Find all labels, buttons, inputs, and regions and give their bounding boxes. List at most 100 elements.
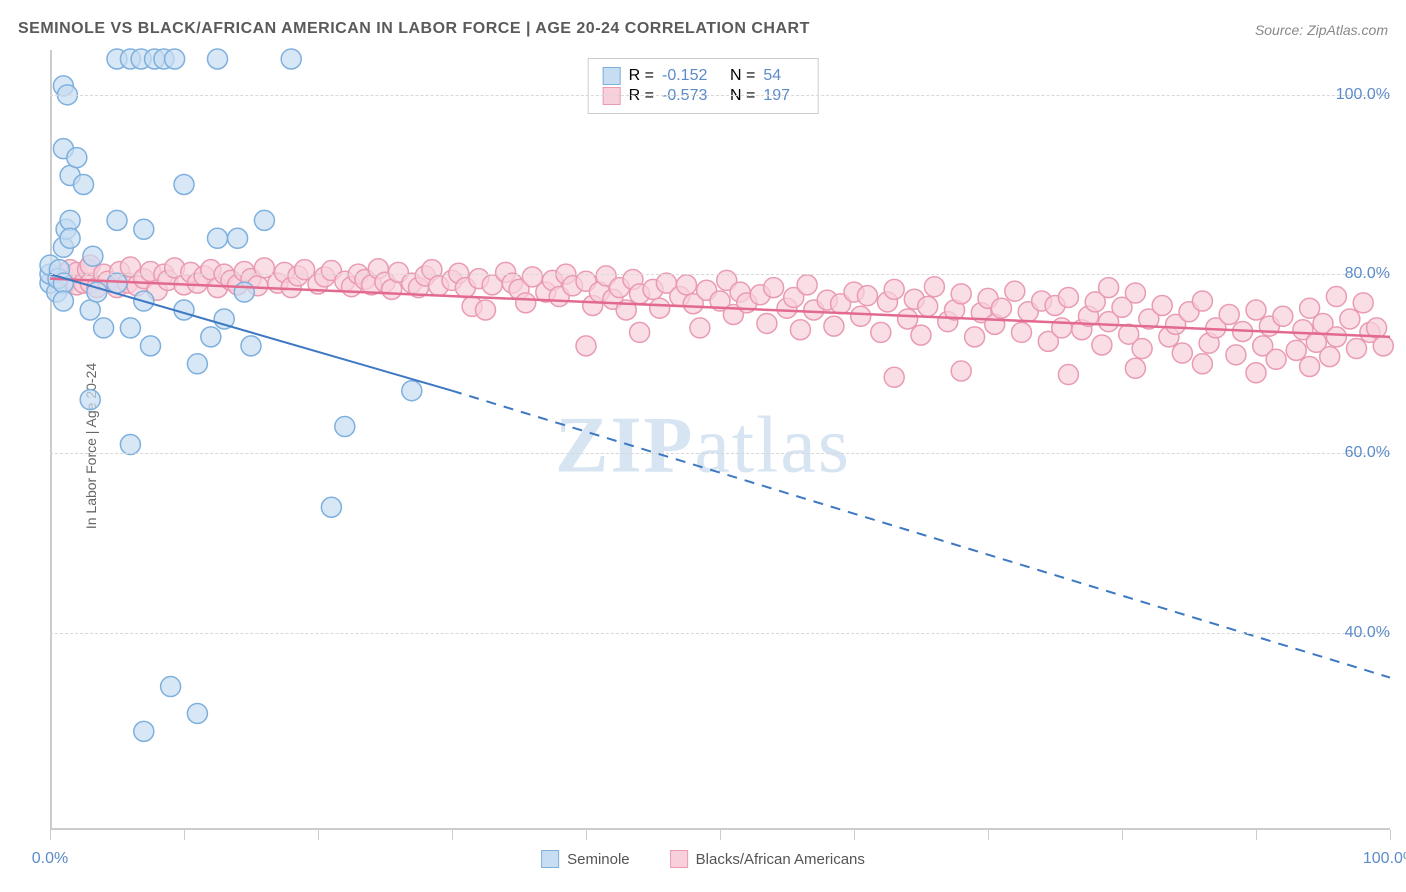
scatter-point (677, 275, 697, 295)
x-tick (1256, 830, 1257, 840)
scatter-point (951, 361, 971, 381)
scatter-point (165, 49, 185, 69)
swatch-black-bottom (670, 850, 688, 868)
gridline-h (50, 633, 1390, 634)
scatter-point (797, 275, 817, 295)
scatter-point (1125, 283, 1145, 303)
r-label: R = (629, 67, 654, 85)
scatter-point (1320, 347, 1340, 367)
y-tick-label: 40.0% (1345, 624, 1390, 642)
scatter-point (141, 336, 161, 356)
scatter-point (630, 322, 650, 342)
scatter-point (161, 677, 181, 697)
scatter-point (871, 322, 891, 342)
y-tick-label: 60.0% (1345, 444, 1390, 462)
scatter-point (1273, 306, 1293, 326)
scatter-point (857, 286, 877, 306)
scatter-point (1246, 363, 1266, 383)
scatter-point (80, 390, 100, 410)
seminole-r-value: -0.152 (662, 67, 722, 85)
gridline-h (50, 274, 1390, 275)
scatter-point (824, 316, 844, 336)
scatter-point (208, 49, 228, 69)
black-r-value: -0.573 (662, 87, 722, 105)
scatter-point (1300, 356, 1320, 376)
scatter-point (321, 497, 341, 517)
black-label: Blacks/African Americans (696, 851, 865, 868)
scatter-point (228, 228, 248, 248)
scatter-point (94, 318, 114, 338)
scatter-point (1099, 278, 1119, 298)
x-tick (50, 830, 51, 840)
scatter-point (764, 278, 784, 298)
scatter-point (1132, 339, 1152, 359)
scatter-point (281, 49, 301, 69)
scatter-point (1052, 318, 1072, 338)
scatter-point (476, 300, 496, 320)
seminole-label: Seminole (567, 851, 630, 868)
scatter-point (174, 174, 194, 194)
scatter-point (187, 703, 207, 723)
scatter-point (53, 291, 73, 311)
scatter-point (1058, 365, 1078, 385)
r-label: R = (629, 87, 654, 105)
x-tick-label: 0.0% (32, 850, 68, 868)
x-tick-label: 100.0% (1363, 850, 1406, 868)
x-tick (854, 830, 855, 840)
scatter-point (1353, 293, 1373, 313)
gridline-h (50, 453, 1390, 454)
scatter-point (1326, 287, 1346, 307)
trendline-seminole-dashed (452, 391, 1390, 678)
scatter-point (254, 210, 274, 230)
legend-row-seminole: R = -0.152 N = 54 (603, 67, 804, 85)
scatter-plot-svg (50, 50, 1390, 830)
swatch-seminole (603, 67, 621, 85)
scatter-point (1192, 354, 1212, 374)
scatter-point (1340, 309, 1360, 329)
scatter-point (1373, 336, 1393, 356)
scatter-point (241, 336, 261, 356)
scatter-point (74, 174, 94, 194)
scatter-point (1125, 358, 1145, 378)
x-tick (988, 830, 989, 840)
scatter-point (1092, 335, 1112, 355)
scatter-point (107, 273, 127, 293)
scatter-point (1005, 281, 1025, 301)
seminole-n-value: 54 (763, 67, 803, 85)
swatch-black (603, 87, 621, 105)
x-tick (586, 830, 587, 840)
correlation-legend: R = -0.152 N = 54 R = -0.573 N = 197 (588, 58, 819, 114)
scatter-point (1152, 296, 1172, 316)
scatter-point (208, 228, 228, 248)
scatter-point (1226, 345, 1246, 365)
scatter-point (991, 298, 1011, 318)
scatter-point (1347, 339, 1367, 359)
x-tick (318, 830, 319, 840)
scatter-point (335, 417, 355, 437)
scatter-point (60, 210, 80, 230)
scatter-point (1219, 304, 1239, 324)
legend-item-seminole: Seminole (541, 850, 630, 868)
scatter-point (951, 284, 971, 304)
scatter-point (576, 336, 596, 356)
scatter-point (1326, 327, 1346, 347)
scatter-point (120, 434, 140, 454)
scatter-point (898, 309, 918, 329)
scatter-point (1246, 300, 1266, 320)
scatter-point (67, 148, 87, 168)
scatter-point (80, 300, 100, 320)
n-label: N = (730, 67, 755, 85)
black-n-value: 197 (763, 87, 803, 105)
scatter-point (234, 282, 254, 302)
scatter-point (107, 210, 127, 230)
x-tick (452, 830, 453, 840)
scatter-point (884, 367, 904, 387)
scatter-point (402, 381, 422, 401)
scatter-point (134, 219, 154, 239)
scatter-point (83, 246, 103, 266)
scatter-point (516, 293, 536, 313)
chart-container: SEMINOLE VS BLACK/AFRICAN AMERICAN IN LA… (0, 0, 1406, 892)
legend-item-black: Blacks/African Americans (670, 850, 865, 868)
scatter-point (965, 327, 985, 347)
x-tick (1122, 830, 1123, 840)
